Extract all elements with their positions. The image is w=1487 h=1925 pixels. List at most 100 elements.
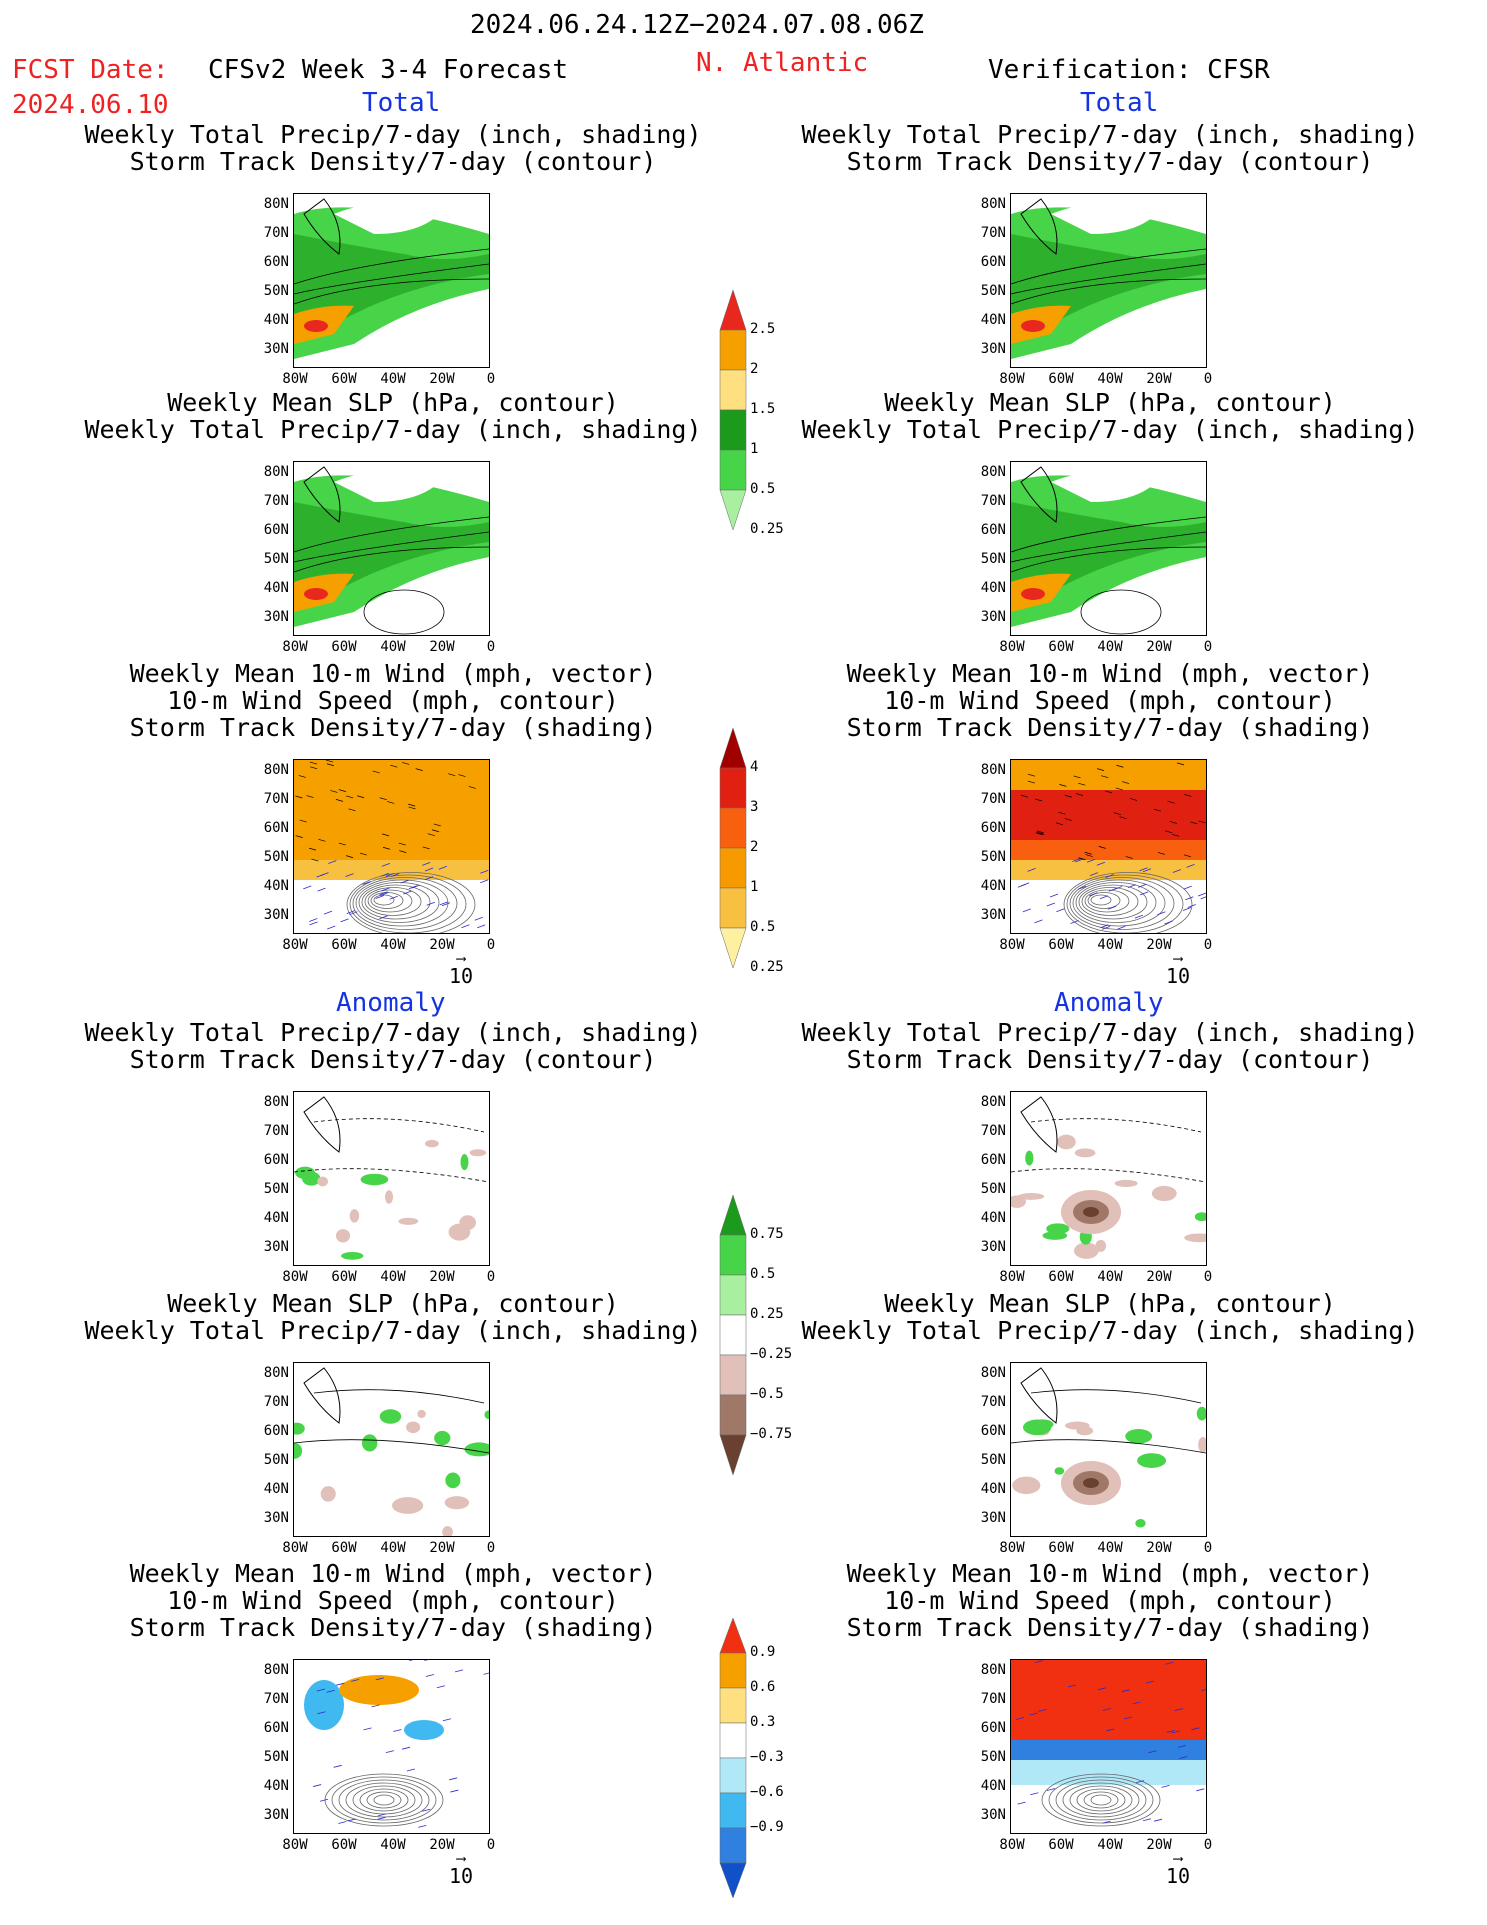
- lat-tick-label: 50N: [980, 1181, 1006, 1197]
- lon-tick-label: 40W: [380, 1269, 406, 1285]
- lat-tick-label: 60N: [980, 1152, 1006, 1168]
- lat-tick-label: 60N: [263, 1423, 289, 1439]
- lat-tick-label: 80N: [263, 762, 289, 778]
- lat-tick-label: 60N: [980, 1423, 1006, 1439]
- lon-tick-label: 60W: [1048, 1837, 1074, 1853]
- verification-title: Verification: CFSR: [988, 55, 1270, 85]
- lon-tick-label: 40W: [1097, 371, 1123, 387]
- lon-tick-label: 60W: [331, 937, 357, 953]
- map-plot: [294, 1660, 489, 1833]
- lat-tick-label: 30N: [263, 907, 289, 923]
- lon-tick-label: 20W: [1146, 1540, 1172, 1556]
- panel-caption: Weekly Mean 10-m Wind (mph, vector): [129, 659, 657, 688]
- lon-tick-label: 80W: [999, 1540, 1025, 1556]
- map-plot: [1011, 1363, 1206, 1536]
- panel-caption: Weekly Mean SLP (hPa, contour): [884, 388, 1336, 417]
- map-total-precip-track-left: [293, 193, 490, 368]
- lon-tick-label: 60W: [331, 1837, 357, 1853]
- colorbar-segment: [719, 449, 747, 491]
- fcst-date-value: 2024.06.10: [12, 90, 169, 120]
- lon-tick-label: 60W: [1048, 639, 1074, 655]
- lat-tick-label: 50N: [263, 849, 289, 865]
- lat-tick-label: 70N: [263, 1123, 289, 1139]
- colorbar-label: 0.25: [750, 959, 784, 975]
- colorbar-segment: [719, 1792, 747, 1829]
- lat-tick-label: 40N: [980, 312, 1006, 328]
- panel-caption: 10-m Wind Speed (mph, contour): [884, 686, 1336, 715]
- lon-tick-label: 80W: [282, 1540, 308, 1556]
- panel-caption: 10-m Wind Speed (mph, contour): [167, 686, 619, 715]
- colorbar-segment: [719, 1394, 747, 1436]
- lon-tick-label: 40W: [1097, 1540, 1123, 1556]
- colorbar-segment: [719, 1827, 747, 1864]
- lat-tick-label: 30N: [980, 1510, 1006, 1526]
- map-total-wind-left: [293, 759, 490, 934]
- lat-tick-label: 30N: [263, 1510, 289, 1526]
- section-total-right: Total: [1080, 88, 1159, 118]
- lon-tick-label: 80W: [999, 1837, 1025, 1853]
- colorbar-segment: [719, 1722, 747, 1759]
- section-total-left: Total: [362, 88, 441, 118]
- lon-tick-label: 0: [1203, 1269, 1213, 1285]
- lon-tick-label: 80W: [999, 937, 1025, 953]
- panel-caption: Weekly Mean SLP (hPa, contour): [884, 1289, 1336, 1318]
- map-plot: [1011, 1660, 1206, 1833]
- colorbar-segment: [719, 1862, 747, 1899]
- colorbar-label: 0.75: [750, 1226, 784, 1242]
- colorbar-segment: [719, 1234, 747, 1276]
- colorbar-label: 1.5: [750, 401, 776, 417]
- lat-tick-label: 40N: [263, 580, 289, 596]
- lat-tick-label: 60N: [263, 820, 289, 836]
- colorbar-label: −0.5: [750, 1386, 784, 1402]
- lat-tick-label: 70N: [263, 791, 289, 807]
- map-plot: [1011, 462, 1206, 635]
- lat-tick-label: 50N: [263, 283, 289, 299]
- lat-tick-label: 80N: [263, 464, 289, 480]
- map-anom-wind-right: [1010, 1659, 1207, 1834]
- colorbar-label: −0.25: [750, 1346, 793, 1362]
- panel-caption: Weekly Total Precip/7-day (inch, shading…: [801, 1316, 1419, 1345]
- panel-caption: Storm Track Density/7-day (shading): [846, 1613, 1374, 1642]
- lat-tick-label: 80N: [980, 1094, 1006, 1110]
- vector-reference-label: 10: [1166, 1864, 1191, 1888]
- panel-caption: Storm Track Density/7-day (shading): [129, 1613, 657, 1642]
- lon-tick-label: 40W: [380, 1540, 406, 1556]
- lat-tick-label: 50N: [980, 551, 1006, 567]
- section-anomaly-left: Anomaly: [336, 988, 446, 1018]
- lat-tick-label: 30N: [980, 609, 1006, 625]
- lat-tick-label: 80N: [263, 1365, 289, 1381]
- lat-tick-label: 70N: [263, 1394, 289, 1410]
- colorbar-segment: [719, 1617, 747, 1654]
- lon-tick-label: 60W: [1048, 1269, 1074, 1285]
- lat-tick-label: 50N: [980, 283, 1006, 299]
- colorbar-segment: [719, 369, 747, 411]
- colorbar-track_total: [719, 727, 747, 969]
- lat-tick-label: 30N: [980, 1807, 1006, 1823]
- map-plot: [294, 1092, 489, 1265]
- lon-tick-label: 40W: [380, 639, 406, 655]
- colorbar-label: 0.25: [750, 521, 784, 537]
- lon-tick-label: 0: [1203, 371, 1213, 387]
- lon-tick-label: 80W: [282, 937, 308, 953]
- lat-tick-label: 60N: [263, 1720, 289, 1736]
- colorbar-track_anom: [719, 1617, 747, 1899]
- lat-tick-label: 50N: [263, 1749, 289, 1765]
- vector-reference-label: 10: [1166, 964, 1191, 988]
- lon-tick-label: 40W: [1097, 1837, 1123, 1853]
- lat-tick-label: 40N: [263, 1210, 289, 1226]
- lon-tick-label: 0: [1203, 1837, 1213, 1853]
- lon-tick-label: 20W: [1146, 371, 1172, 387]
- lat-tick-label: 80N: [980, 1662, 1006, 1678]
- colorbar-segment: [719, 1274, 747, 1316]
- lat-tick-label: 50N: [263, 1452, 289, 1468]
- lat-tick-label: 80N: [263, 1662, 289, 1678]
- colorbar-label: −0.6: [750, 1784, 784, 1800]
- lat-tick-label: 30N: [263, 341, 289, 357]
- colorbar-segment: [719, 1434, 747, 1476]
- colorbar-segment: [719, 289, 747, 331]
- panel-caption: 10-m Wind Speed (mph, contour): [167, 1586, 619, 1615]
- lon-tick-label: 0: [486, 371, 496, 387]
- lon-tick-label: 80W: [282, 1837, 308, 1853]
- lon-tick-label: 20W: [1146, 1269, 1172, 1285]
- panel-caption: Weekly Mean 10-m Wind (mph, vector): [846, 1559, 1374, 1588]
